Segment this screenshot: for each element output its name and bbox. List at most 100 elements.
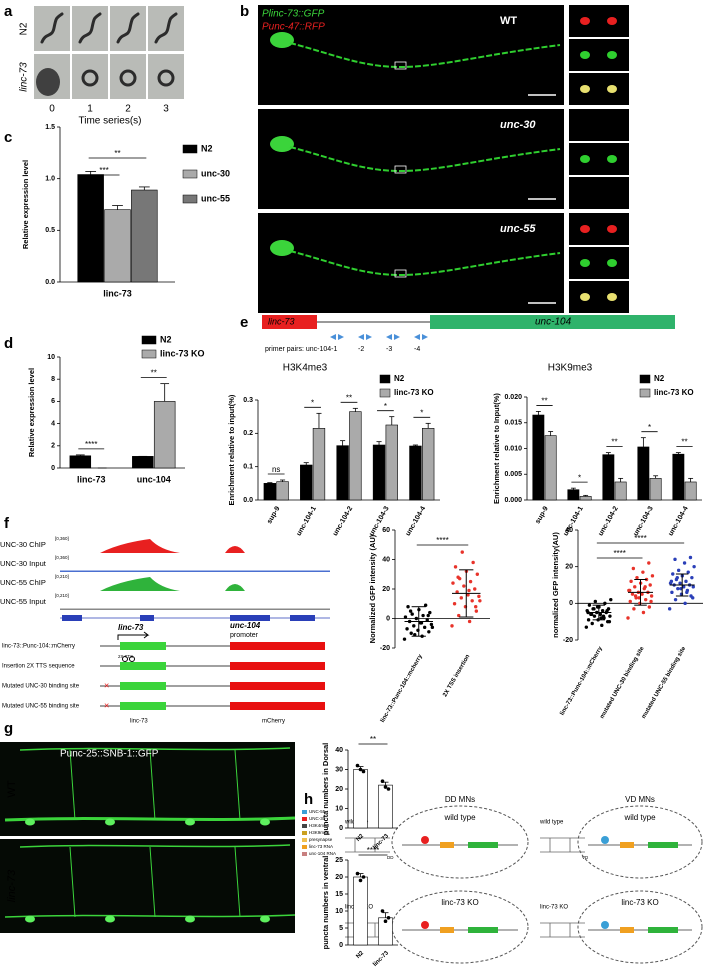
data-point (629, 579, 633, 584)
data-point (631, 566, 636, 571)
significance-label: ns (272, 465, 280, 474)
legend-label: linc-73 RNA (309, 844, 333, 849)
legend-swatch (182, 194, 198, 204)
data-point (471, 560, 475, 565)
puncta (607, 259, 617, 267)
legend-swatch (639, 388, 651, 398)
data-point (466, 593, 470, 597)
x-tick-label: linc-73 (372, 950, 390, 968)
data-point (590, 621, 594, 626)
worm (81, 69, 99, 87)
data-point (676, 586, 680, 591)
row-label: linc-73 (19, 62, 30, 92)
data-point (649, 599, 653, 604)
bar (684, 481, 697, 501)
bar (300, 464, 313, 501)
row-label: N2 (19, 22, 30, 35)
tts (129, 656, 135, 662)
y-tick-label: 10 (47, 354, 55, 361)
data-point (425, 618, 429, 622)
zoom-box (394, 269, 407, 278)
y-tick-label: 0.005 (504, 471, 522, 478)
y-tick-label: 10 (335, 805, 343, 812)
cell-body (105, 818, 115, 826)
mutation-mark: × (104, 680, 109, 690)
x-tick-label: sup-9 (266, 505, 281, 525)
worm (157, 69, 175, 87)
bar (263, 483, 276, 501)
data-point (423, 603, 428, 607)
tss-arrow (117, 631, 150, 640)
data-point (358, 767, 363, 772)
x-tick-label: mutated UNC-55 binding site (641, 645, 688, 720)
y-tick-label: 20 (565, 564, 573, 571)
data-point (688, 555, 693, 560)
legend-swatch (182, 144, 198, 154)
micrograph (72, 6, 108, 51)
puncta (607, 293, 617, 301)
unc-104-gene (648, 927, 678, 933)
data-point (632, 607, 636, 611)
puncta (580, 155, 590, 163)
neuron (289, 250, 561, 277)
panel-label: d (4, 335, 13, 352)
primer (330, 334, 336, 340)
cell-body (270, 240, 294, 256)
cell-outline (391, 805, 529, 879)
data-point (455, 590, 459, 594)
data-point (673, 557, 677, 562)
y-tick-label: 0.0 (243, 497, 253, 504)
data-point (413, 633, 417, 637)
inset (569, 109, 629, 141)
unc-104-gene (648, 842, 678, 848)
y-axis-title: Relative expression level (27, 368, 36, 457)
gene (262, 315, 317, 329)
data-point (650, 574, 655, 578)
commissure (234, 749, 241, 821)
data-point (685, 590, 689, 595)
significance-label: ** (346, 393, 352, 402)
data-point (628, 599, 632, 604)
x-tick-label: N2 (355, 833, 365, 843)
significance-label: ** (681, 438, 687, 447)
track (60, 570, 330, 572)
data-point (405, 627, 409, 631)
gene-label: unc-104 (230, 621, 261, 630)
part-label: mCherry (262, 719, 285, 725)
condition-label: linc-73 KO (621, 898, 658, 907)
significance-label: **** (634, 534, 646, 543)
data-point (380, 779, 385, 783)
gene-label: linc-73 (268, 316, 295, 326)
data-point (598, 612, 603, 617)
commissure (69, 846, 76, 918)
data-point (361, 769, 366, 774)
condition-label: linc-73 KO (441, 898, 478, 907)
time-label: 3 (163, 104, 169, 115)
commissure (234, 846, 241, 918)
legend-label: Plinc-73::GFP (262, 9, 325, 20)
data-point (462, 584, 466, 588)
legend-swatch (141, 349, 157, 359)
legend-swatch (302, 817, 307, 821)
cell-outline (577, 805, 703, 879)
bar (336, 445, 349, 501)
cell-body (270, 136, 294, 152)
legend-label: presynapse (309, 837, 333, 842)
data-point (451, 581, 455, 585)
y-tick-label: 30 (335, 766, 343, 773)
data-point (692, 564, 696, 569)
legend-swatch (141, 335, 157, 345)
exon (230, 615, 270, 621)
commissure (69, 749, 76, 821)
data-point (670, 590, 674, 595)
worm (78, 12, 102, 44)
data-point (477, 594, 481, 599)
data-point (473, 587, 477, 591)
worm (116, 12, 140, 44)
bar (544, 435, 557, 501)
data-point (592, 614, 597, 618)
cell-body (260, 818, 270, 826)
primer (414, 334, 420, 340)
legend-swatch (302, 852, 307, 856)
y-tick-label: 0 (339, 942, 343, 949)
